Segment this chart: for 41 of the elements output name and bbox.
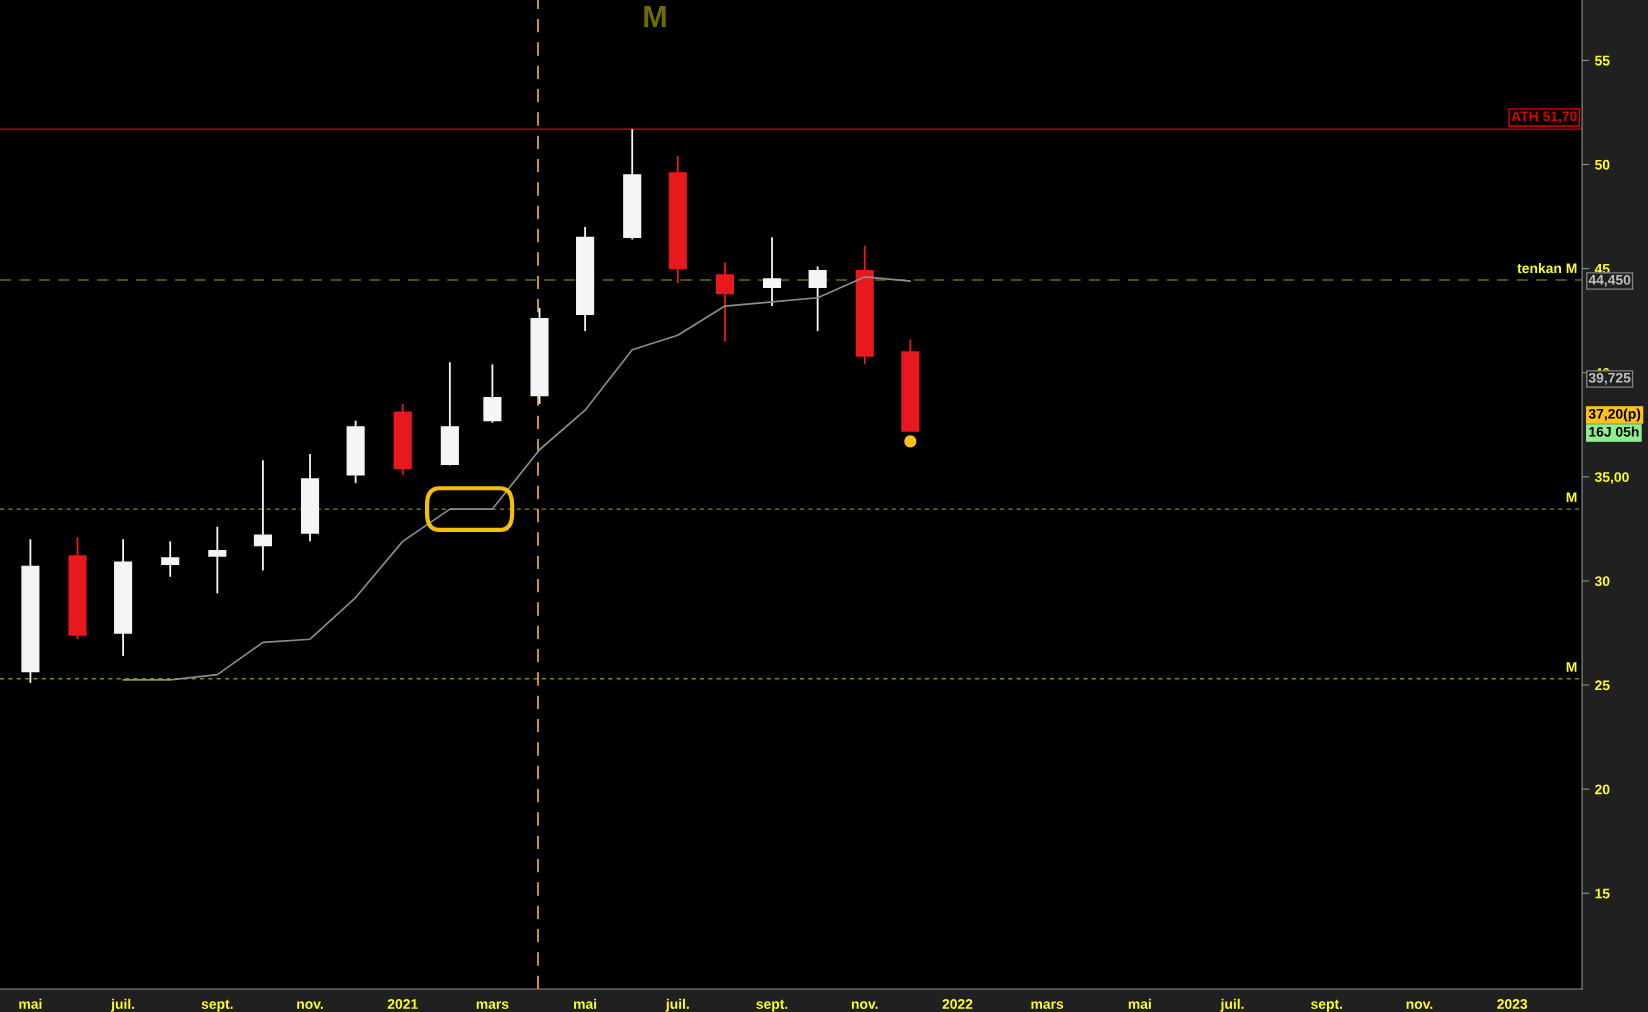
- y-tick-label: 25: [1595, 680, 1610, 691]
- y-tick-label: 35,00: [1594, 472, 1629, 484]
- candlestick: [715, 261, 734, 343]
- x-tick-label: mars: [476, 1001, 509, 1009]
- x-tick-label: nov.: [297, 1001, 323, 1009]
- x-tick-label: mai: [1128, 998, 1151, 1009]
- y-tick-label: 50: [1595, 159, 1610, 170]
- chart-title: M: [644, 6, 666, 28]
- text: 44,450: [1588, 274, 1631, 287]
- candlestick: [808, 265, 827, 332]
- ref-line-label: tenkan M: [1517, 262, 1577, 274]
- x-tick-label: juil.: [110, 998, 135, 1012]
- ref-line-label: M: [1566, 662, 1577, 672]
- y-tick-label: 20: [1595, 784, 1610, 795]
- text: 37,20(p): [1588, 408, 1641, 422]
- x-tick-label: sept.: [201, 999, 233, 1012]
- candlestick: [161, 540, 180, 578]
- x-tick-label: nov.: [851, 1001, 878, 1009]
- x-tick-label: 2022: [942, 999, 973, 1009]
- x-tick-label: mai: [19, 998, 42, 1009]
- ref-line-label: M: [1566, 492, 1577, 503]
- y-tick-label: 55: [1595, 55, 1610, 66]
- x-tick-label: sept.: [1311, 999, 1343, 1012]
- line-series: [122, 276, 912, 681]
- y-tick-label: 30: [1594, 576, 1610, 587]
- x-tick-label: sept.: [756, 999, 788, 1012]
- x-tick-label: nov.: [1406, 1001, 1433, 1009]
- candlestick: [253, 459, 272, 572]
- text: 39,725: [1588, 372, 1631, 385]
- x-tick-label: juil.: [665, 998, 689, 1012]
- x-tick-label: mai: [574, 998, 597, 1009]
- y-tick-label: 15: [1595, 888, 1610, 899]
- candlestick: [483, 363, 502, 424]
- x-tick-label: mars: [1031, 1001, 1064, 1009]
- candlestick: [208, 525, 227, 595]
- x-tick-label: 2023: [1497, 999, 1528, 1009]
- candlestick: [762, 236, 782, 307]
- text: 16J 05h: [1589, 426, 1639, 437]
- ref-line-label: ATH 51,70: [1511, 111, 1577, 124]
- x-tick-label: juil.: [1220, 998, 1244, 1012]
- x-tick-label: 2021: [387, 999, 418, 1009]
